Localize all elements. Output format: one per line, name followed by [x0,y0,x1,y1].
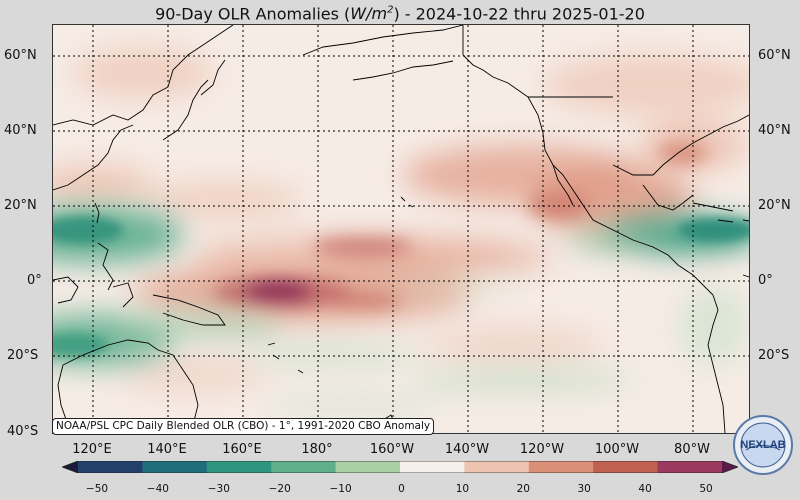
lat-label-20s-right: 20°S [758,348,790,363]
map-title: 90-Day OLR Anomalies (W/m2) - 2024-10-22… [155,4,645,24]
colorbar-cell [142,461,208,473]
colorbar-cell [528,461,594,473]
colorbar-cell [400,461,465,473]
lon-label-100w: 100°W [594,442,640,457]
lat-label-40s-left: 40°S [7,424,39,439]
colorbar-tick-label: −30 [207,483,230,495]
lon-label-160w: 160°W [369,442,415,457]
lon-label-140w: 140°W [444,442,490,457]
colorbar-tick-label: 30 [577,483,591,495]
lon-label-120w: 120°W [519,442,565,457]
strong-negative-anomaly [53,216,749,357]
colorbar-tick-label: −10 [329,483,352,495]
colorbar-tick-label: 40 [638,483,652,495]
map-canvas [53,25,749,433]
graticule [53,25,749,433]
lat-label-60n-right: 60°N [758,48,791,63]
colorbar-tick-label: 20 [516,483,530,495]
lon-label-160e: 160°E [222,442,262,457]
lat-label-20n-left: 20°N [4,198,37,213]
lat-label-20s-left: 20°S [7,348,39,363]
lon-label-120e: 120°E [72,442,112,457]
colorbar-tick-label: −50 [85,483,109,495]
colorbar-cell [78,461,143,473]
colorbar-tick-label: 50 [699,483,713,495]
colorbar-cell [206,461,272,473]
colorbar-extend-high [722,461,738,473]
colorbar-cell [335,461,401,473]
colorbar-tick-label: 10 [455,483,470,495]
lat-label-eq-right: 0° [758,273,773,288]
colorbar-cell [593,461,659,473]
colorbar-cell [271,461,337,473]
colorbar-tick-label: 0 [398,483,405,495]
colorbar-tick-label: −20 [268,483,291,495]
lat-label-40n-left: 40°N [4,123,37,138]
lat-label-40n-right: 40°N [758,123,791,138]
lat-label-20n-right: 20°N [758,198,791,213]
colorbar-cell [464,461,530,473]
colorbar-extend-low [62,461,78,473]
lon-label-140e: 140°E [147,442,187,457]
colorbar-tick-label: −40 [146,483,169,495]
data-source-note: NOAA/PSL CPC Daily Blended OLR (CBO) - 1… [52,418,435,435]
lon-label-80w: 80°W [674,442,710,457]
olr-anomaly-map [52,24,750,434]
coastlines [53,25,749,433]
nexlab-globe-logo: NEXLAB [733,415,793,475]
colorbar-cell [657,461,723,473]
lat-label-60n-left: 60°N [4,48,37,63]
colorbar [62,461,738,473]
colorbar-cells [62,461,738,473]
lon-label-180: 180° [301,442,333,457]
lat-label-eq-left: 0° [27,273,42,288]
logo-text: NEXLAB [740,439,785,451]
